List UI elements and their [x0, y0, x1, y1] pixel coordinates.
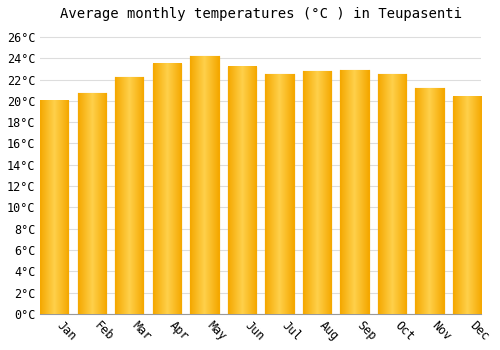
Bar	[153, 64, 181, 314]
Bar	[190, 56, 218, 314]
Bar	[78, 93, 106, 314]
Bar	[40, 101, 68, 314]
Title: Average monthly temperatures (°C ) in Teupasenti: Average monthly temperatures (°C ) in Te…	[60, 7, 462, 21]
Bar	[266, 74, 293, 314]
Bar	[378, 74, 406, 314]
Bar	[228, 67, 256, 314]
Bar	[116, 77, 143, 314]
Bar	[340, 70, 368, 314]
Bar	[416, 88, 444, 314]
Bar	[303, 71, 331, 314]
Bar	[453, 97, 481, 314]
